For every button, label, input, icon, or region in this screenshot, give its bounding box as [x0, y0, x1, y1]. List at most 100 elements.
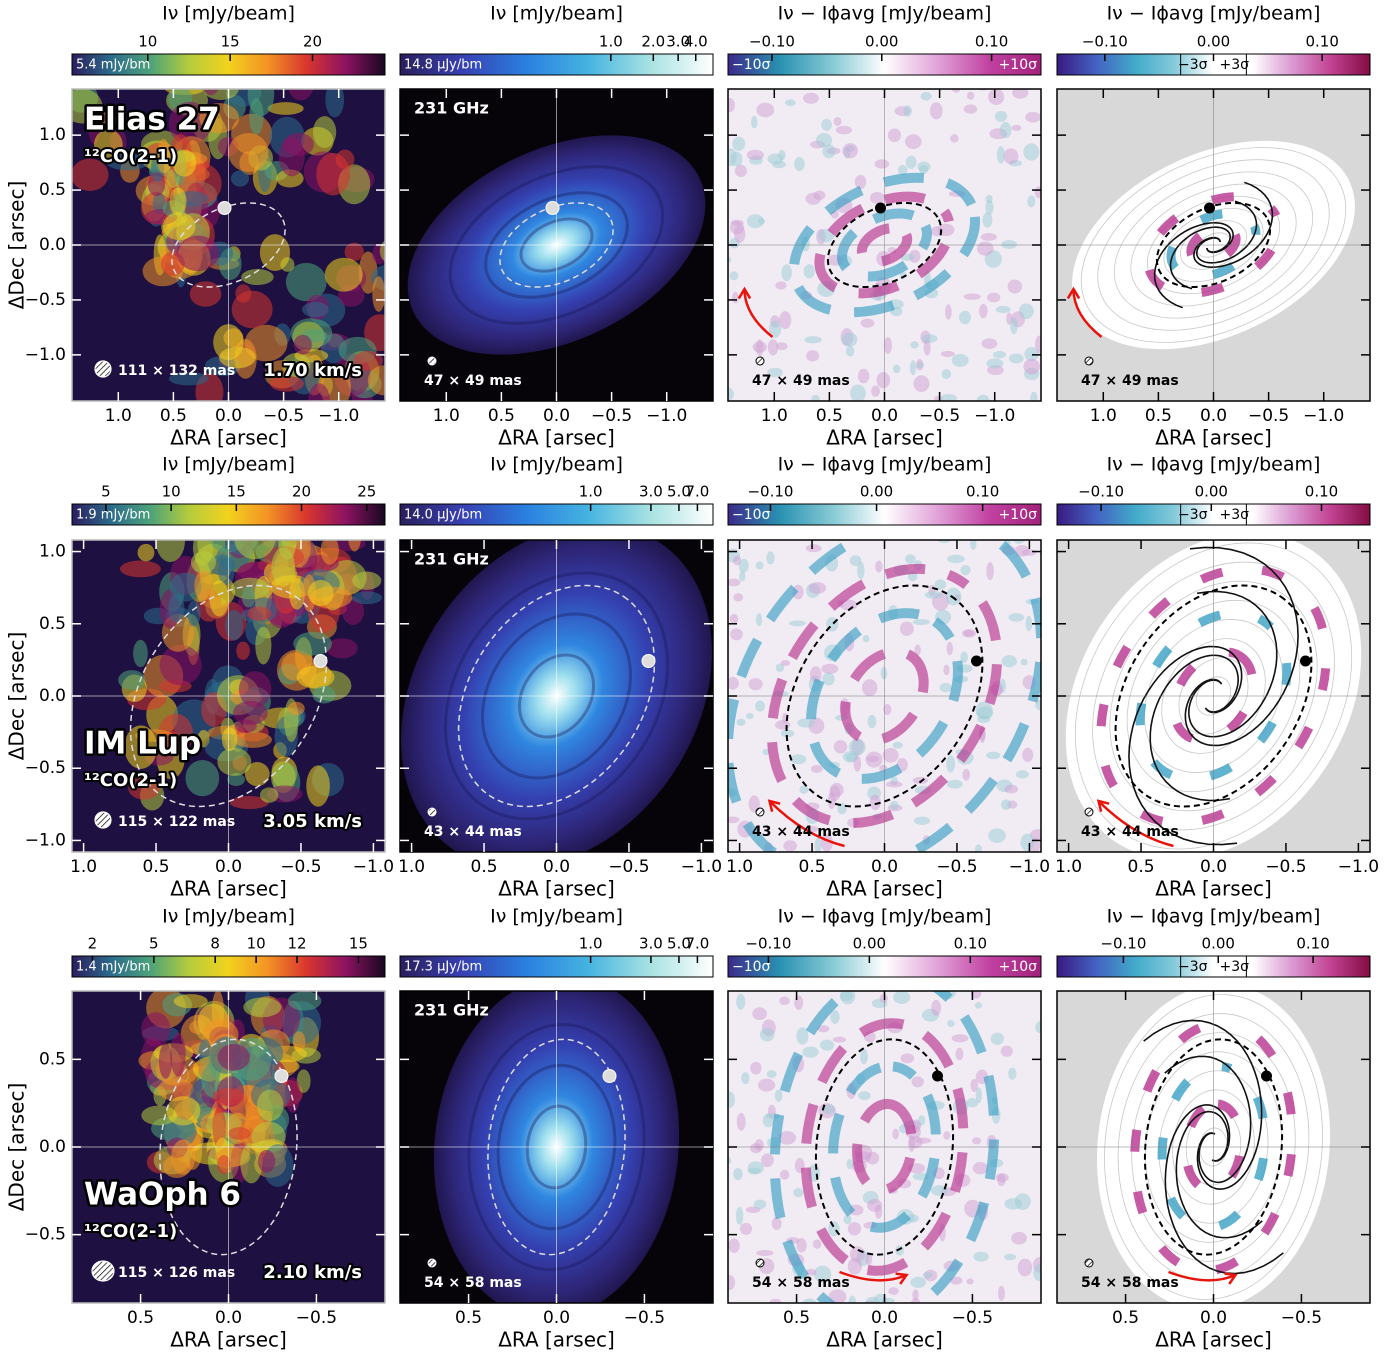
- colorbar-tick-label: 0.00: [1197, 33, 1230, 51]
- x-tick-label: −1.0: [1338, 857, 1379, 877]
- frequency: 231 GHz: [414, 99, 489, 118]
- colorbar-tick-label: 0.00: [853, 935, 886, 953]
- x-axis-label: ΔRA [arsec]: [1155, 877, 1272, 901]
- velocity: 3.05 km/s: [263, 811, 362, 832]
- x-tick-label: −0.5: [936, 857, 977, 877]
- panel: [1039, 85, 1388, 405]
- x-tick-label: −1.0: [353, 857, 394, 877]
- y-tick-label: −0.5: [25, 290, 66, 310]
- colorbar-tick-label: 8: [210, 935, 220, 953]
- beam-size: 47 × 49 mas: [424, 373, 522, 389]
- x-tick-label: −1.0: [1303, 406, 1344, 426]
- line-label: ¹²CO(2-1): [84, 1221, 177, 1242]
- y-tick-label: 0.5: [39, 1049, 66, 1069]
- image: [69, 982, 389, 1307]
- colorbar-tick-label: 3.0: [639, 483, 663, 501]
- colorbar-tick-label: 7.0: [685, 483, 709, 501]
- planet: [546, 202, 559, 215]
- x-tick-label: 1.0: [1090, 406, 1117, 426]
- beam-size: 54 × 58 mas: [424, 1275, 522, 1291]
- colorbar-tick-label: −0.10: [749, 33, 795, 51]
- x-tick-label: 0.5: [783, 1308, 810, 1328]
- planet: [642, 655, 655, 668]
- y-tick-label: 0.0: [39, 686, 66, 706]
- colorbar-tick-label: 12: [287, 935, 306, 953]
- colorbar-tick-label: 15: [349, 935, 368, 953]
- colorbar-tick-label: 0.10: [1296, 935, 1329, 953]
- x-tick-label: 0.0: [1200, 1308, 1227, 1328]
- image: [1039, 85, 1388, 405]
- planet: [876, 203, 886, 213]
- colorbar-tick-label: 0.10: [1305, 483, 1338, 501]
- colorbar-title: Iν [mJy/beam]: [162, 3, 295, 25]
- colorbar-tick-label: 0.00: [860, 483, 893, 501]
- x-tick-label: 1.0: [70, 857, 97, 877]
- beam: [756, 808, 764, 816]
- x-tick-label: 1.0: [398, 857, 425, 877]
- x-tick-label: 0.0: [215, 406, 242, 426]
- beam: [95, 812, 111, 828]
- x-tick-label: 0.5: [1145, 406, 1172, 426]
- colorbar-label: 14.8 μJy/bm: [404, 58, 482, 73]
- colorbar: [728, 956, 1041, 977]
- planet: [275, 1070, 288, 1083]
- x-tick-label: 0.5: [455, 1308, 482, 1328]
- colorbar-label: 1.9 mJy/bm: [76, 508, 150, 523]
- x-axis-label: ΔRA [arsec]: [498, 426, 615, 450]
- colorbar-tick-label: 1.0: [579, 483, 603, 501]
- y-tick-label: 0.0: [39, 1137, 66, 1157]
- x-tick-label: 0.0: [215, 857, 242, 877]
- x-tick-label: 0.0: [1200, 406, 1227, 426]
- line-label: ¹²CO(2-1): [84, 770, 177, 791]
- x-tick-label: −0.5: [591, 406, 632, 426]
- beam-size: 54 × 58 mas: [1081, 1275, 1179, 1291]
- x-tick-label: 0.0: [543, 406, 570, 426]
- colorbar-tick-label: 0.10: [1305, 33, 1338, 51]
- x-axis-label: ΔRA [arsec]: [170, 426, 287, 450]
- colorbar-tick-label: 0.10: [966, 483, 999, 501]
- colorbar-tick-label: 1.0: [579, 935, 603, 953]
- beam: [95, 361, 111, 377]
- planet: [1262, 1071, 1272, 1081]
- beam-size: 54 × 58 mas: [752, 1275, 850, 1291]
- x-tick-label: −0.5: [296, 1308, 337, 1328]
- x-axis-label: ΔRA [arsec]: [826, 1328, 943, 1352]
- colorbar: [1057, 956, 1370, 977]
- x-axis-label: ΔRA [arsec]: [498, 1328, 615, 1352]
- beam: [428, 1259, 436, 1267]
- colorbar-title: Iν [mJy/beam]: [490, 3, 623, 25]
- planet: [1205, 203, 1215, 213]
- x-tick-label: 1.0: [1055, 857, 1082, 877]
- colorbar-label: +3σ: [1220, 959, 1250, 975]
- colorbar-tick-label: 2: [88, 935, 98, 953]
- beam-size: 47 × 49 mas: [752, 373, 850, 389]
- velocity: 1.70 km/s: [263, 360, 362, 381]
- colorbar-tick-label: 0.00: [1202, 935, 1235, 953]
- colorbar-label: +10σ: [999, 57, 1038, 73]
- colorbar-tick-label: −0.10: [747, 483, 793, 501]
- x-tick-label: −0.5: [1248, 406, 1289, 426]
- colorbar-tick-label: 10: [247, 935, 266, 953]
- x-tick-label: 0.0: [871, 406, 898, 426]
- y-tick-label: 1.0: [39, 125, 66, 145]
- x-tick-label: 0.0: [543, 857, 570, 877]
- x-tick-label: 0.5: [1112, 1308, 1139, 1328]
- source-name: IM Lup: [84, 726, 201, 762]
- y-tick-label: 0.5: [39, 614, 66, 634]
- beam: [756, 357, 764, 365]
- planet: [314, 655, 327, 668]
- y-tick-label: −1.0: [25, 345, 66, 365]
- image: [1054, 972, 1374, 1321]
- beam-size: 43 × 44 mas: [1081, 824, 1179, 840]
- colorbar-label: −3σ: [1178, 507, 1208, 523]
- x-tick-label: −0.5: [1281, 1308, 1322, 1328]
- colorbar: [1057, 504, 1370, 525]
- colorbar-tick-label: 0.00: [865, 33, 898, 51]
- beam: [92, 1261, 114, 1281]
- beam: [1085, 1259, 1093, 1267]
- colorbar-tick-label: 20: [303, 33, 322, 51]
- colorbar-title: Iν − Iϕavg [mJy/beam]: [1107, 3, 1321, 25]
- colorbar-title: Iν − Iϕavg [mJy/beam]: [778, 454, 992, 476]
- x-tick-label: −0.5: [952, 1308, 993, 1328]
- x-tick-label: −0.5: [263, 406, 304, 426]
